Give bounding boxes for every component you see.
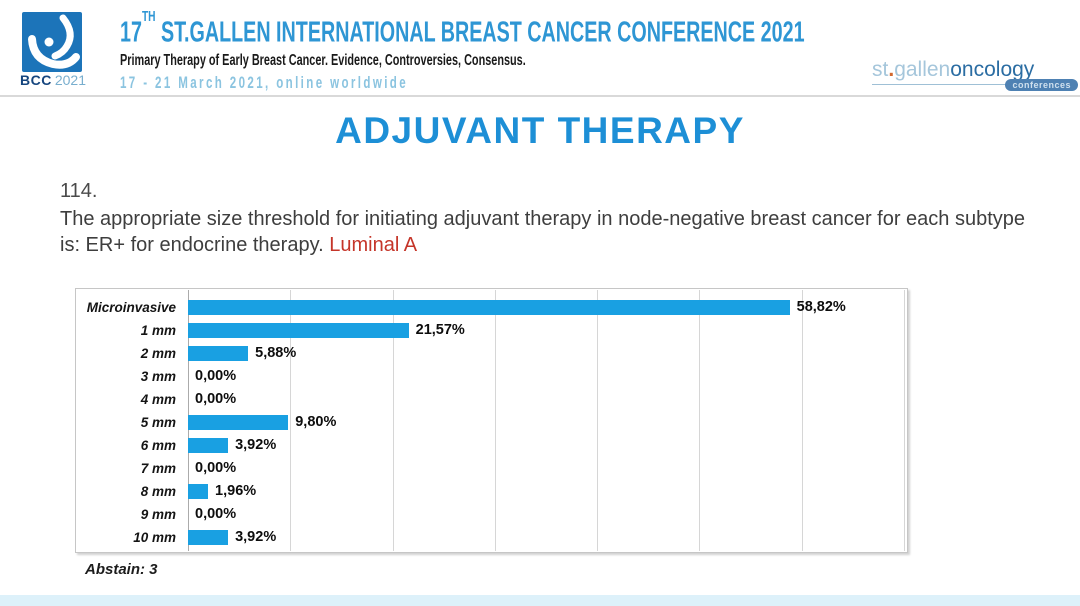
chart-row: 6 mm 3,92% bbox=[76, 434, 907, 457]
chart-gridline bbox=[904, 290, 905, 551]
header-divider bbox=[0, 95, 1080, 97]
chart-row: 7 mm 0,00% bbox=[76, 457, 907, 480]
bcc-logo-icon bbox=[22, 12, 82, 72]
chart-bar bbox=[188, 300, 790, 315]
chart-row: 3 mm 0,00% bbox=[76, 365, 907, 388]
category-label: 7 mm bbox=[140, 461, 176, 476]
value-label: 3,92% bbox=[235, 437, 277, 453]
conference-header-text: 17TH ST.GALLEN INTERNATIONAL BREAST CANC… bbox=[120, 8, 1020, 94]
chart-row: 2 mm 5,88% bbox=[76, 342, 907, 365]
chart-row: 9 mm 0,00% bbox=[76, 503, 907, 526]
bcc-logo-caption: BCC 2021 bbox=[20, 72, 120, 88]
category-label: 3 mm bbox=[140, 369, 176, 384]
question-highlight: Luminal A bbox=[329, 234, 418, 256]
brand-conferences-badge: conferences bbox=[1005, 79, 1078, 91]
chart-row: Microinvasive 58,82% bbox=[76, 296, 907, 319]
category-label: 2 mm bbox=[140, 346, 176, 361]
chart-bar bbox=[188, 323, 409, 338]
chart-row: 1 mm 21,57% bbox=[76, 319, 907, 342]
chart-bar bbox=[188, 346, 249, 361]
chart-row: 8 mm 1,96% bbox=[76, 480, 907, 503]
bottom-strip bbox=[0, 595, 1080, 606]
value-label: 9,80% bbox=[295, 414, 337, 430]
brand-oncology: oncology bbox=[950, 58, 1035, 81]
chart-bar bbox=[188, 415, 289, 430]
bar-chart: Microinvasive 58,82% 1 mm 21,57% 2 mm 5,88% 3 … bbox=[75, 288, 908, 553]
chart-gridline bbox=[494, 290, 496, 551]
category-label: 4 mm bbox=[140, 392, 176, 407]
chart-row: 4 mm 0,00% bbox=[76, 388, 907, 411]
chart-bar bbox=[188, 484, 209, 499]
category-label: Microinvasive bbox=[86, 300, 176, 315]
chart-row: 5 mm 9,80% bbox=[76, 411, 907, 434]
value-label: 21,57% bbox=[415, 322, 465, 338]
page-title: ADJUVANT THERAPY bbox=[335, 110, 745, 151]
conference-header: BCC 2021 17TH ST.GALLEN INTERNATIONAL BRE… bbox=[0, 0, 1080, 95]
chart-bar bbox=[188, 438, 229, 453]
conference-subtitle: Primary Therapy of Early Breast Cancer. … bbox=[120, 51, 526, 69]
abstain-note: Abstain: 3 bbox=[85, 561, 158, 578]
category-label: 6 mm bbox=[140, 438, 176, 453]
category-label: 9 mm bbox=[140, 507, 176, 522]
value-label: 5,88% bbox=[255, 345, 297, 361]
bcc-logo-text: BCC bbox=[20, 72, 52, 88]
bcc-logo-year: 2021 bbox=[54, 72, 86, 88]
chart-gridline bbox=[290, 290, 292, 551]
chart-row: 10 mm 3,92% bbox=[76, 526, 907, 549]
value-label: 1,96% bbox=[215, 483, 257, 499]
chart-gridline bbox=[597, 290, 599, 551]
category-label: 1 mm bbox=[140, 323, 176, 338]
value-label: 0,00% bbox=[195, 460, 237, 476]
chart-bar bbox=[188, 530, 229, 545]
chart-rows: Microinvasive 58,82% 1 mm 21,57% 2 mm 5,88% 3 … bbox=[76, 296, 907, 549]
brand-dot: . bbox=[888, 58, 895, 81]
category-label: 8 mm bbox=[140, 484, 176, 499]
chart-gridline bbox=[392, 290, 394, 551]
chart-gridline bbox=[801, 290, 803, 551]
value-label: 0,00% bbox=[195, 391, 237, 407]
chart-gridline bbox=[699, 290, 701, 551]
brand-gallen: gallen bbox=[894, 58, 951, 81]
conference-title: 17TH ST.GALLEN INTERNATIONAL BREAST CANC… bbox=[120, 8, 805, 49]
category-label: 5 mm bbox=[140, 415, 176, 430]
brand-st: st bbox=[872, 58, 889, 81]
value-label: 3,92% bbox=[235, 529, 277, 545]
value-label: 0,00% bbox=[195, 506, 237, 522]
question-text: The appropriate size threshold for initi… bbox=[60, 208, 1026, 256]
value-label: 0,00% bbox=[195, 368, 237, 384]
stgallen-oncology-logo: st.gallenoncology conferences bbox=[872, 58, 1078, 91]
category-label: 10 mm bbox=[133, 530, 176, 545]
conference-dates: 17 - 21 March 2021, online worldwide bbox=[120, 72, 409, 92]
title-superscript: TH bbox=[141, 8, 156, 25]
question-number: 114. bbox=[60, 180, 98, 202]
value-label: 58,82% bbox=[796, 299, 846, 315]
